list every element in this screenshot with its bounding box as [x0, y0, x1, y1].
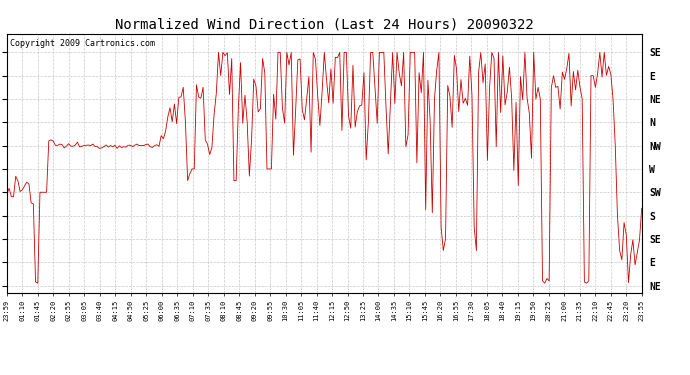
Text: Copyright 2009 Cartronics.com: Copyright 2009 Cartronics.com — [10, 39, 155, 48]
Title: Normalized Wind Direction (Last 24 Hours) 20090322: Normalized Wind Direction (Last 24 Hours… — [115, 17, 533, 31]
